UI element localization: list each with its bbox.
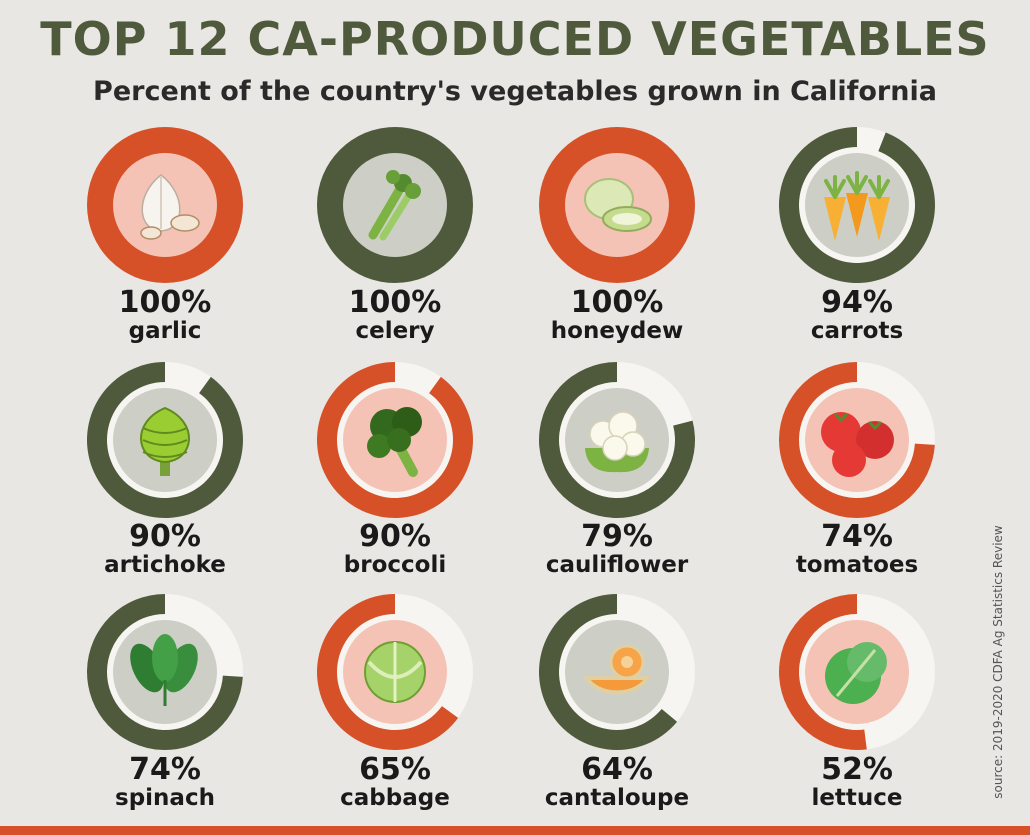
lettuce-icon — [825, 642, 887, 704]
ring-carrots — [779, 127, 936, 284]
percent-label: 52% — [821, 752, 893, 787]
percent-label: 100% — [348, 285, 442, 320]
ring-artichoke — [86, 361, 243, 518]
label-celery: 100% celery — [285, 288, 505, 343]
label-cabbage: 65% cabbage — [285, 755, 505, 810]
percent-label: 65% — [359, 752, 431, 787]
vegetable-name: artichoke — [104, 552, 226, 578]
artichoke-icon — [140, 406, 190, 476]
ring-broccoli — [316, 361, 473, 518]
percent-label: 74% — [821, 519, 893, 554]
percent-label: 79% — [581, 519, 653, 554]
ring-spinach — [87, 594, 243, 750]
cantaloupe-icon — [583, 644, 651, 695]
source-note: source: 2019-2020 CDFA Ag Statistics Rev… — [991, 525, 1005, 799]
celery-icon — [368, 170, 421, 241]
vegetable-name: celery — [355, 318, 435, 344]
vegetable-name: carrots — [810, 318, 904, 344]
broccoli-icon — [367, 407, 422, 477]
label-carrots: 94% carrots — [747, 288, 967, 343]
garlic-icon — [140, 174, 200, 240]
label-garlic: 100% garlic — [55, 288, 275, 343]
ring-cabbage — [317, 594, 473, 750]
ring-value-arc — [778, 594, 867, 751]
label-lettuce: 52% lettuce — [747, 755, 967, 810]
percent-label: 100% — [570, 285, 664, 320]
ring-celery — [317, 127, 473, 283]
tomatoes-icon — [821, 412, 894, 477]
ring-honeydew — [539, 127, 695, 283]
page-title: TOP 12 CA-PRODUCED VEGETABLES — [40, 12, 990, 66]
label-honeydew: 100% honeydew — [507, 288, 727, 343]
honeydew-icon — [584, 178, 652, 232]
spinach-icon — [130, 634, 198, 706]
label-artichoke: 90% artichoke — [55, 522, 275, 577]
vegetable-name: garlic — [128, 318, 202, 344]
ring-cantaloupe — [539, 593, 695, 750]
bottom-bar — [0, 826, 1030, 835]
vegetable-name: tomatoes — [795, 552, 919, 578]
ring-garlic — [87, 127, 243, 283]
vegetable-name: cantaloupe — [544, 785, 690, 811]
label-cauliflower: 79% cauliflower — [507, 522, 727, 577]
ring-value-arc — [539, 593, 678, 750]
vegetable-name: broccoli — [343, 552, 447, 578]
label-cantaloupe: 64% cantaloupe — [507, 755, 727, 810]
vegetable-name: spinach — [115, 785, 215, 811]
cabbage-icon — [364, 641, 426, 703]
label-spinach: 74% spinach — [55, 755, 275, 810]
carrots-icon — [824, 171, 890, 241]
percent-label: 90% — [129, 519, 201, 554]
percent-label: 74% — [129, 752, 201, 787]
vegetable-name: honeydew — [550, 318, 684, 344]
vegetable-name: cauliflower — [545, 552, 689, 578]
vegetable-name: lettuce — [811, 785, 903, 811]
percent-label: 100% — [118, 285, 212, 320]
percent-label: 94% — [821, 285, 893, 320]
page-subtitle: Percent of the country's vegetables grow… — [93, 76, 937, 107]
percent-label: 64% — [581, 752, 653, 787]
ring-cauliflower — [539, 362, 695, 518]
label-tomatoes: 74% tomatoes — [747, 522, 967, 577]
ring-tomatoes — [779, 362, 935, 518]
percent-label: 90% — [359, 519, 431, 554]
cauliflower-icon — [585, 411, 649, 473]
vegetable-name: cabbage — [340, 785, 450, 811]
ring-lettuce — [778, 594, 935, 751]
label-broccoli: 90% broccoli — [285, 522, 505, 577]
